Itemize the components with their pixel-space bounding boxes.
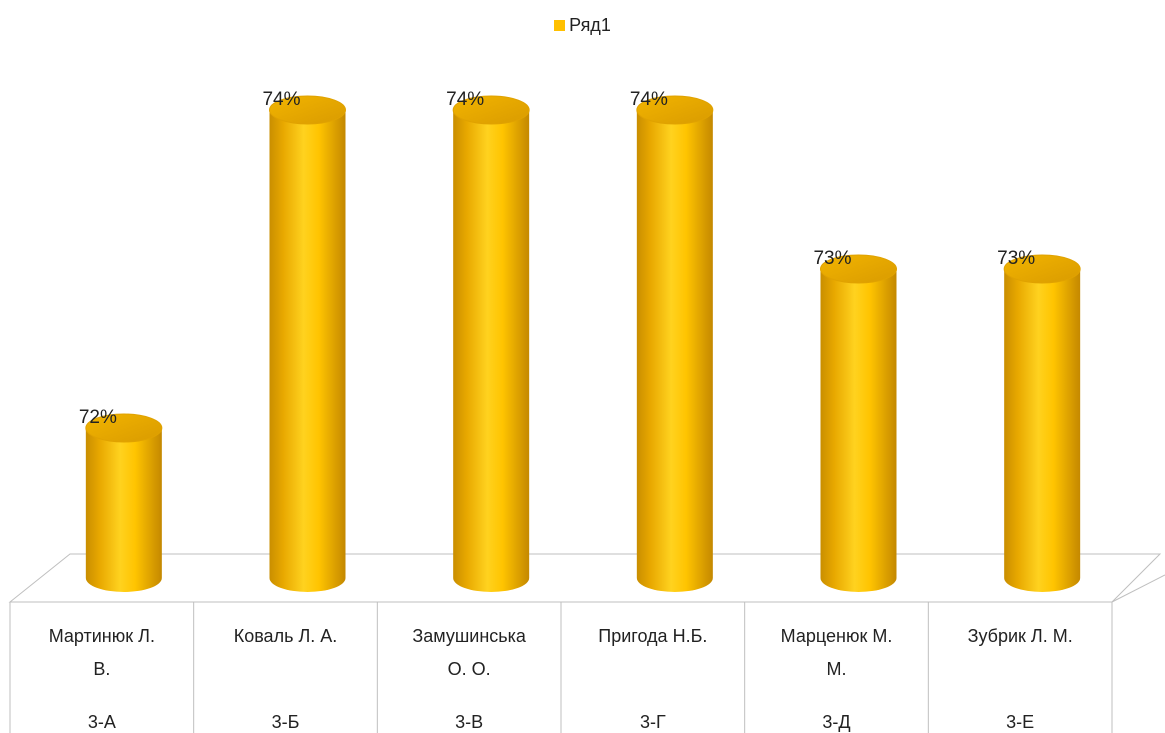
bar-body [820,269,897,593]
bar-body [1004,269,1081,592]
bar-top [636,95,714,125]
bar [452,95,530,592]
data-label: 72% [79,407,117,428]
data-label: 74% [630,89,668,110]
data-label: 74% [446,89,484,110]
bar-body [453,110,530,592]
bar-top [85,413,163,443]
data-label: 74% [262,89,300,110]
category-name-line1: Замушинська [412,626,527,646]
category-name-line1: Зубрик Л. М. [968,626,1073,646]
category-name-line1: Коваль Л. А. [234,626,338,646]
category-class: 3-Д [822,712,850,732]
legend: Ряд1 [0,14,1165,36]
bar-top [452,95,530,125]
bar [1003,254,1081,592]
bar-top [820,254,897,284]
bar-body [269,110,346,592]
bar [636,95,714,593]
category-class: 3-Б [272,712,300,732]
category-name-line2: В. [93,659,110,679]
bar [85,413,163,593]
category-name-line1: Пригода Н.Б. [598,626,707,646]
bar-top [1003,254,1081,284]
data-label: 73% [813,248,851,269]
legend-label: Ряд1 [569,14,611,35]
category-class: 3-В [455,712,483,732]
category-name-line1: Марценюк М. [781,626,893,646]
bar-top [269,95,346,125]
category-name-line1: Мартинюк Л. [49,626,155,646]
data-label: 73% [997,248,1035,269]
category-class: 3-А [88,712,116,732]
bar [820,254,897,593]
floor-edge [1111,574,1165,603]
bar-body [636,110,713,593]
category-class: 3-Г [640,712,666,732]
bar [269,95,346,592]
category-name-line2: О. О. [448,659,491,679]
legend-swatch [554,19,566,31]
category-name-line2: М. [827,659,847,679]
category-class: 3-Е [1006,712,1034,732]
chart-floor [8,553,1162,603]
bar-body [85,428,162,593]
